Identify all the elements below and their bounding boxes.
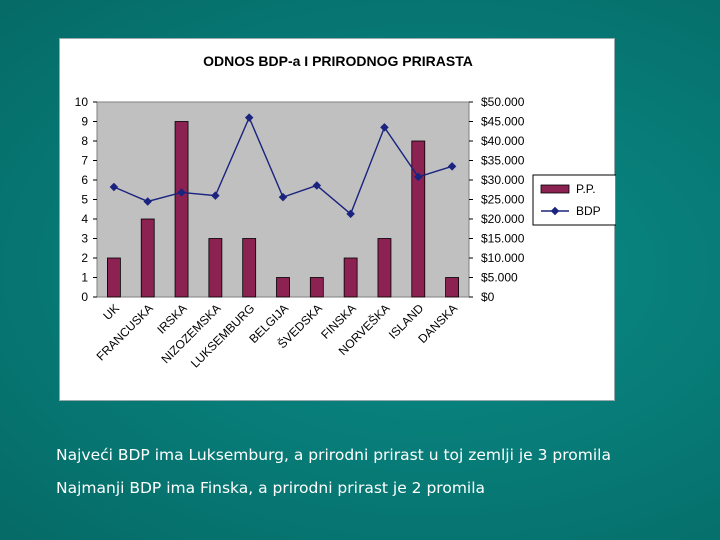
bar-pp xyxy=(107,257,121,298)
bdp-point xyxy=(380,123,389,132)
left-axis-tick-label: 4 xyxy=(81,212,88,226)
bdp-point xyxy=(211,191,220,200)
right-axis-tick-label: $15.000 xyxy=(481,232,525,246)
left-axis-tick-label: 5 xyxy=(81,193,88,207)
right-axis-tick-label: $0 xyxy=(481,290,495,304)
left-axis-tick-label: 7 xyxy=(81,154,88,168)
chart-title: ODNOS BDP-a I PRIRODNOG PRIRASTA xyxy=(203,53,473,69)
bdp-point xyxy=(346,209,355,219)
left-axis-tick-label: 0 xyxy=(81,290,88,304)
x-axis-category-label: UK xyxy=(100,301,122,323)
bar-pp xyxy=(377,238,392,298)
left-axis-tick-label: 1 xyxy=(81,271,88,285)
bdp-point xyxy=(414,172,423,182)
bdp-point xyxy=(109,182,119,192)
right-axis-tick-label: $30.000 xyxy=(481,173,525,187)
right-axis-tick-label: $10.000 xyxy=(481,251,525,265)
caption-smallest-gdp: Najmanji BDP ima Finska, a prirodni prir… xyxy=(56,479,486,497)
bar-pp xyxy=(411,140,426,298)
bar-pp xyxy=(208,238,223,298)
bar-pp xyxy=(276,277,290,298)
bdp-point xyxy=(244,113,254,122)
left-axis-tick-label: 2 xyxy=(81,251,88,265)
right-axis-tick-label: $45.000 xyxy=(481,115,525,129)
bdp-point xyxy=(312,181,322,190)
bar-pp xyxy=(242,238,257,298)
bdp-point xyxy=(177,188,186,197)
bar-pp xyxy=(445,277,459,298)
left-axis-tick-label: 10 xyxy=(75,95,89,109)
bdp-point xyxy=(447,162,457,171)
right-axis-tick-label: $35.000 xyxy=(481,154,525,168)
bar-pp xyxy=(140,218,155,298)
bdp-point xyxy=(278,192,288,202)
left-axis-tick-label: 3 xyxy=(81,232,88,246)
legend-label-bdp: BDP xyxy=(576,204,601,218)
right-axis-tick-label: $25.000 xyxy=(481,193,525,207)
caption-largest-gdp: Najveći BDP ima Luksemburg, a prirodni p… xyxy=(56,446,611,464)
right-axis-tick-label: $40.000 xyxy=(481,134,525,148)
chart: ODNOS BDP-a I PRIRODNOG PRIRASTA 0 1 2 3 4 5 6… xyxy=(75,53,616,371)
bar-pp xyxy=(174,121,189,298)
legend-box xyxy=(532,174,616,226)
chart-panel: ODNOS BDP-a I PRIRODNOG PRIRASTA 0 1 2 3 4 5 6… xyxy=(59,38,616,401)
bar-pp xyxy=(309,277,324,298)
right-axis-tick-label: $5.000 xyxy=(481,271,518,285)
bar-pp xyxy=(343,257,358,298)
left-axis-tick-label: 6 xyxy=(81,173,88,187)
legend-label-pp: P.P. xyxy=(576,182,596,196)
left-axis-tick-label: 9 xyxy=(81,115,88,129)
legend-swatch-pp xyxy=(540,184,570,194)
left-axis-tick-label: 8 xyxy=(81,134,88,148)
right-axis-tick-label: $50.000 xyxy=(481,95,525,109)
legend: P.P. BDP xyxy=(532,174,616,226)
right-axis-tick-label: $20.000 xyxy=(481,212,525,226)
bdp-point xyxy=(143,197,152,206)
